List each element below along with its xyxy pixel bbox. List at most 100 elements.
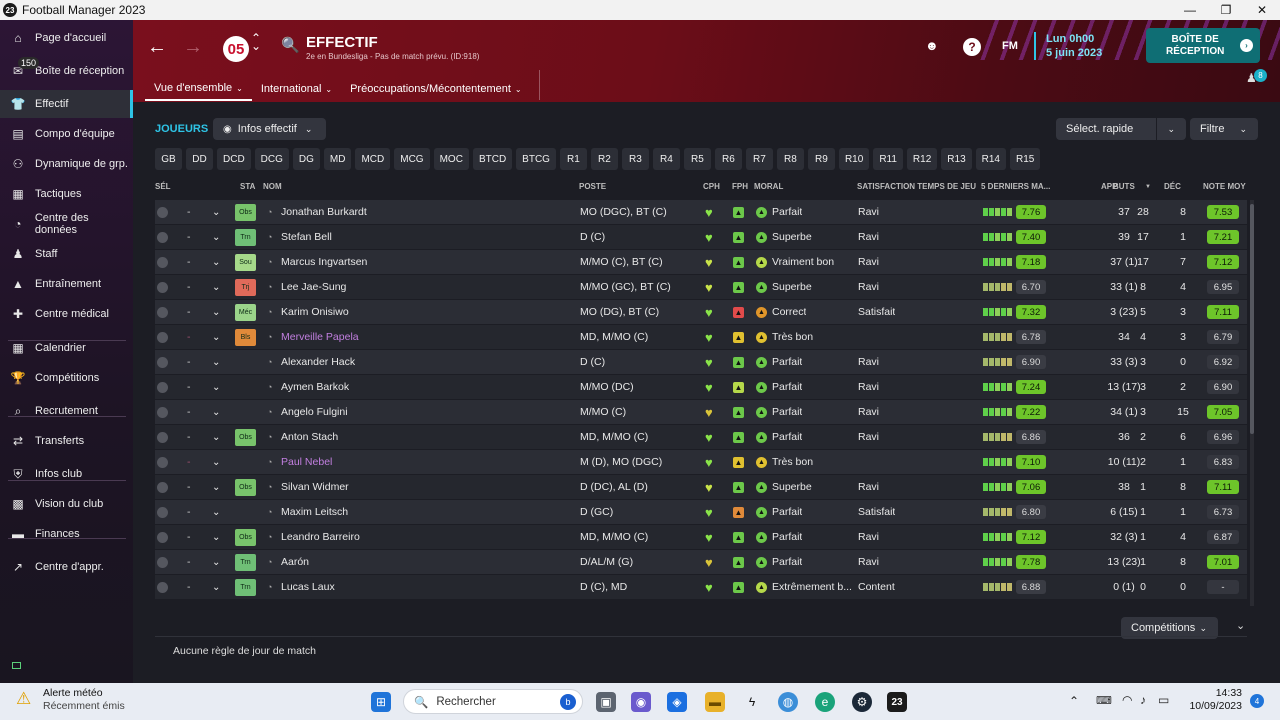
back-arrow-icon[interactable]: ← xyxy=(147,36,167,58)
position-filter-r13[interactable]: R13 xyxy=(941,148,972,170)
player-name[interactable]: Angelo Fulgini xyxy=(281,406,348,418)
weather-alert-icon[interactable]: ⚠ xyxy=(16,689,32,708)
table-row[interactable]: - ⌄ ◔ Alexander Hack D (C) ♥ ▲ ▲ Parfait Ravi 6.90… xyxy=(155,350,1247,374)
sidebar-item-calendar[interactable]: ▦ Calendrier xyxy=(0,334,133,362)
close-button[interactable]: ✕ xyxy=(1256,3,1268,17)
table-row[interactable]: - ⌄ Trn ◔ Aarón D/AL/M (G) ♥ ▲ ▲ Parfait Ravi 7.78 1… xyxy=(155,550,1247,574)
row-dropdown-icon[interactable]: ⌄ xyxy=(212,231,221,243)
position-filter-r7[interactable]: R7 xyxy=(745,148,773,170)
table-row[interactable]: - ⌄ ◔ Angelo Fulgini M/MO (C) ♥ ▲ ▲ Parfait Ravi 7… xyxy=(155,400,1247,424)
status-badge[interactable]: Trj xyxy=(235,278,256,296)
sidebar-item-home[interactable]: ⌂ Page d'accueil xyxy=(0,24,133,52)
row-dropdown-icon[interactable]: ⌄ xyxy=(212,556,221,568)
row-dropdown-icon[interactable]: ⌄ xyxy=(212,506,221,518)
column-header-cph[interactable]: CPH xyxy=(703,182,720,191)
player-name[interactable]: Jonathan Burkardt xyxy=(281,206,367,218)
maximize-button[interactable]: ❐ xyxy=(1220,3,1232,17)
status-badge[interactable]: Sou xyxy=(235,253,256,271)
tab-overview[interactable]: Vue d'ensemble ⌄ xyxy=(145,77,252,101)
sidebar-item-staff[interactable]: ♟ Staff xyxy=(0,240,133,268)
expand-chevron-icon[interactable]: ⌄ xyxy=(1236,620,1246,632)
column-header-fph[interactable]: FPH xyxy=(732,182,748,191)
position-filter-mcg[interactable]: MCG xyxy=(394,148,430,170)
windows-start-icon[interactable]: ⊞ xyxy=(371,692,391,712)
tray-chevron-up-icon[interactable]: ⌃ xyxy=(1069,694,1080,708)
file-explorer-icon[interactable]: ▬ xyxy=(705,692,725,712)
position-filter-r2[interactable]: R2 xyxy=(590,148,618,170)
sidebar-item-shield[interactable]: ⛨ Infos club xyxy=(0,460,133,488)
select-cell[interactable] xyxy=(157,225,168,249)
sidebar-item-data[interactable]: ◔ Centre des données xyxy=(0,210,133,238)
select-checkbox[interactable] xyxy=(157,406,168,418)
sidebar-item-people[interactable]: ⚇ Dynamique de grp. xyxy=(0,150,133,178)
column-header-morale[interactable]: MORAL xyxy=(754,182,784,191)
select-checkbox[interactable] xyxy=(157,306,168,318)
player-name[interactable]: Alexander Hack xyxy=(281,356,356,368)
select-checkbox[interactable] xyxy=(157,256,168,268)
sidebar-item-training[interactable]: ▲ Entraînement xyxy=(0,270,133,298)
minimize-button[interactable]: — xyxy=(1184,3,1196,17)
select-checkbox[interactable] xyxy=(157,356,168,368)
keyboard-icon[interactable]: ⌨ xyxy=(1096,695,1112,707)
table-row[interactable]: - ⌄ Trn ◔ Stefan Bell D (C) ♥ ▲ ▲ Superbe Ravi 7.40… xyxy=(155,225,1247,249)
task-view-icon[interactable]: ▣ xyxy=(596,692,616,712)
select-checkbox[interactable] xyxy=(157,381,168,393)
date-display[interactable]: Lun 0h00 5 juin 2023 xyxy=(1034,32,1102,60)
player-name[interactable]: Aarón xyxy=(281,556,310,568)
table-row[interactable]: - ⌄ Obs ◔ Silvan Widmer D (DC), AL (D) ♥ ▲ ▲ Supe… xyxy=(155,475,1247,499)
player-name[interactable]: Stefan Bell xyxy=(281,231,332,243)
column-header-goals[interactable]: BUTS xyxy=(1113,182,1135,191)
column-header-position[interactable]: POSTE xyxy=(579,182,607,191)
club-logo[interactable]: 05 xyxy=(223,36,249,62)
select-cell[interactable] xyxy=(157,425,168,449)
taskbar-clock[interactable]: 14:33 10/09/2023 xyxy=(1186,687,1242,713)
select-cell[interactable] xyxy=(157,350,168,374)
notifications-icon[interactable]: ♟ 8 xyxy=(1246,69,1267,89)
table-row[interactable]: - ⌄ Trn ◔ Lucas Laux D (C), MD ♥ ▲ ▲ Extrêmement … xyxy=(155,575,1247,599)
select-checkbox[interactable] xyxy=(157,431,168,443)
position-filter-r12[interactable]: R12 xyxy=(906,148,938,170)
column-header-assists[interactable]: DÉC xyxy=(1164,182,1181,191)
row-dropdown-icon[interactable]: ⌄ xyxy=(212,356,221,368)
status-badge[interactable]: Bls xyxy=(235,328,256,346)
table-row[interactable]: - ⌄ Bls ◔ Merveille Papela MD, M/MO (C) ♥ ▲ ▲ Trè… xyxy=(155,325,1247,349)
view-select-dropdown[interactable]: ◉ Infos effectif ⌄ xyxy=(213,118,326,140)
edge-icon[interactable]: e xyxy=(815,692,835,712)
column-header-sel[interactable]: SÉL xyxy=(155,182,171,191)
position-filter-r3[interactable]: R3 xyxy=(621,148,649,170)
select-checkbox[interactable] xyxy=(157,581,168,593)
select-cell[interactable] xyxy=(157,500,168,524)
select-cell[interactable] xyxy=(157,200,168,224)
sidebar-item-clipboard[interactable]: ▤ Compo d'équipe xyxy=(0,120,133,148)
sidebar-item-vision[interactable]: ▩ Vision du club xyxy=(0,490,133,518)
battery-icon[interactable]: ▭ xyxy=(1158,693,1170,707)
position-filter-r8[interactable]: R8 xyxy=(776,148,804,170)
table-row[interactable]: - ⌄ ◔ Paul Nebel M (D), MO (DGC) ♥ ▲ ▲ Très bon 7… xyxy=(155,450,1247,474)
select-checkbox[interactable] xyxy=(157,331,168,343)
player-name[interactable]: Maxim Leitsch xyxy=(281,506,349,518)
row-dropdown-icon[interactable]: ⌄ xyxy=(212,481,221,493)
status-badge[interactable]: Obs xyxy=(235,428,256,446)
column-header-avg[interactable]: NOTE MOY xyxy=(1203,182,1246,191)
fm-menu-button[interactable]: FM xyxy=(1002,40,1018,52)
row-dropdown-icon[interactable]: ⌄ xyxy=(212,381,221,393)
table-row[interactable]: - ⌄ ◔ Aymen Barkok M/MO (DC) ♥ ▲ ▲ Parfait Ravi 7.… xyxy=(155,375,1247,399)
player-name[interactable]: Merveille Papela xyxy=(281,331,359,343)
row-dropdown-icon[interactable]: ⌄ xyxy=(212,406,221,418)
select-checkbox[interactable] xyxy=(157,456,168,468)
sidebar-item-transfer[interactable]: ⇄ Transferts xyxy=(0,427,133,455)
tab-concerns[interactable]: Préoccupations/Mécontentement ⌄ xyxy=(341,77,531,101)
position-filter-moc[interactable]: MOC xyxy=(433,148,469,170)
select-cell[interactable] xyxy=(157,275,168,299)
select-cell[interactable] xyxy=(157,475,168,499)
help-icon[interactable]: ? xyxy=(963,38,981,56)
quick-select-dropdown[interactable]: Sélect. rapide ⌄ xyxy=(1056,118,1186,140)
position-filter-r10[interactable]: R10 xyxy=(838,148,870,170)
row-dropdown-icon[interactable]: ⌄ xyxy=(212,456,221,468)
row-dropdown-icon[interactable]: ⌄ xyxy=(212,281,221,293)
continue-inbox-button[interactable]: BOÎTE DE RÉCEPTION › xyxy=(1146,28,1260,63)
row-dropdown-icon[interactable]: ⌄ xyxy=(212,306,221,318)
select-checkbox[interactable] xyxy=(157,481,168,493)
player-name[interactable]: Anton Stach xyxy=(281,431,339,443)
face-icon[interactable]: ☻ xyxy=(925,38,939,53)
